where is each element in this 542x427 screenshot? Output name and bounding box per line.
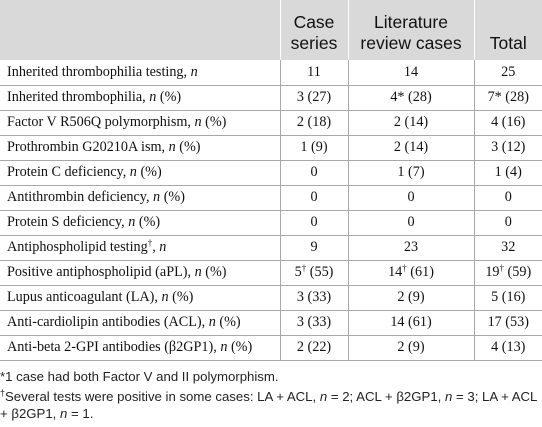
row-label: Lupus anticoagulant (LA), n (%) <box>0 284 281 311</box>
total-cell: 5 (16) <box>473 284 542 311</box>
total-cell: 0 <box>473 184 542 211</box>
footnote-dagger: †Several tests were positive in some cas… <box>0 388 537 422</box>
row-label: Factor V R506Q polymorphism, n (%) <box>0 109 281 136</box>
table-row: Protein S deficiency, n (%) 0 0 0 <box>0 209 542 236</box>
literature-cell: 0 <box>347 209 475 236</box>
row-label: Protein C deficiency, n (%) <box>0 159 281 186</box>
row-label: Protein S deficiency, n (%) <box>0 209 281 236</box>
literature-cell: 14 <box>347 60 475 86</box>
total-cell: 3 (12) <box>473 134 542 161</box>
case-series-cell: 1 (9) <box>279 134 349 161</box>
literature-cell: 4* (28) <box>347 84 475 111</box>
total-cell: 1 (4) <box>473 159 542 186</box>
table-row: Prothrombin G20210A ism, n (%) 1 (9) 2 (… <box>0 134 542 161</box>
total-cell: 19† (59) <box>473 259 542 286</box>
literature-cell: 2 (14) <box>347 134 475 161</box>
results-table-container: Case series Literature review cases Tota… <box>0 0 542 361</box>
literature-cell: 2 (9) <box>347 334 475 361</box>
case-series-cell: 2 (22) <box>279 334 349 361</box>
literature-cell: 14† (61) <box>347 259 475 286</box>
case-series-cell: 0 <box>279 209 349 236</box>
header-empty <box>0 0 280 60</box>
total-cell: 4 (13) <box>473 334 542 361</box>
total-cell: 25 <box>473 60 542 86</box>
case-series-cell: 3 (27) <box>279 84 349 111</box>
case-series-cell: 11 <box>279 60 349 86</box>
case-series-cell: 9 <box>279 234 349 261</box>
literature-cell: 2 (9) <box>347 284 475 311</box>
thrombophilia-results-table: Case series Literature review cases Tota… <box>0 0 542 361</box>
table-row: Lupus anticoagulant (LA), n (%) 3 (33) 2… <box>0 284 542 311</box>
total-cell: 17 (53) <box>473 309 542 336</box>
row-label: Antithrombin deficiency, n (%) <box>0 184 281 211</box>
literature-cell: 23 <box>347 234 475 261</box>
literature-cell: 0 <box>347 184 475 211</box>
table-row: Antiphospholipid testing†, n 9 23 32 <box>0 234 542 261</box>
table-row: Anti-beta 2-GPI antibodies (β2GP1), n (%… <box>0 334 542 361</box>
footnote-asterisk: *1 case had both Factor V and II polymor… <box>0 369 279 384</box>
literature-cell: 14 (61) <box>347 309 475 336</box>
table-row: Factor V R506Q polymorphism, n (%) 2 (18… <box>0 109 542 136</box>
table-footnotes: *1 case had both Factor V and II polymor… <box>0 368 538 422</box>
row-label: Inherited thrombophilia testing, n <box>0 60 281 86</box>
literature-cell: 1 (7) <box>347 159 475 186</box>
row-label: Prothrombin G20210A ism, n (%) <box>0 134 281 161</box>
case-series-cell: 5† (55) <box>279 259 349 286</box>
table-row: Inherited thrombophilia testing, n 11 14… <box>0 60 542 86</box>
total-cell: 32 <box>473 234 542 261</box>
case-series-cell: 0 <box>279 184 349 211</box>
table-header-row: Case series Literature review cases Tota… <box>0 0 542 60</box>
row-label: Inherited thrombophilia, n (%) <box>0 84 281 111</box>
case-series-cell: 0 <box>279 159 349 186</box>
table-row: Positive antiphospholipid (aPL), n (%) 5… <box>0 259 542 286</box>
header-total: Total <box>473 0 542 60</box>
table-row: Inherited thrombophilia, n (%) 3 (27) 4*… <box>0 84 542 111</box>
total-cell: 4 (16) <box>473 109 542 136</box>
row-label: Anti-cardiolipin antibodies (ACL), n (%) <box>0 309 281 336</box>
case-series-cell: 3 (33) <box>279 284 349 311</box>
table-row: Anti-cardiolipin antibodies (ACL), n (%)… <box>0 309 542 336</box>
header-literature-review: Literature review cases <box>347 0 474 60</box>
table-row: Antithrombin deficiency, n (%) 0 0 0 <box>0 184 542 211</box>
total-cell: 7* (28) <box>473 84 542 111</box>
table-row: Protein C deficiency, n (%) 0 1 (7) 1 (4… <box>0 159 542 186</box>
row-label: Anti-beta 2-GPI antibodies (β2GP1), n (%… <box>0 334 281 361</box>
header-case-series: Case series <box>279 0 348 60</box>
dagger-marker: † <box>147 238 153 248</box>
case-series-cell: 2 (18) <box>279 109 349 136</box>
row-label: Positive antiphospholipid (aPL), n (%) <box>0 259 281 286</box>
case-series-cell: 3 (33) <box>279 309 349 336</box>
literature-cell: 2 (14) <box>347 109 475 136</box>
total-cell: 0 <box>473 209 542 236</box>
row-label: Antiphospholipid testing†, n <box>0 234 281 261</box>
